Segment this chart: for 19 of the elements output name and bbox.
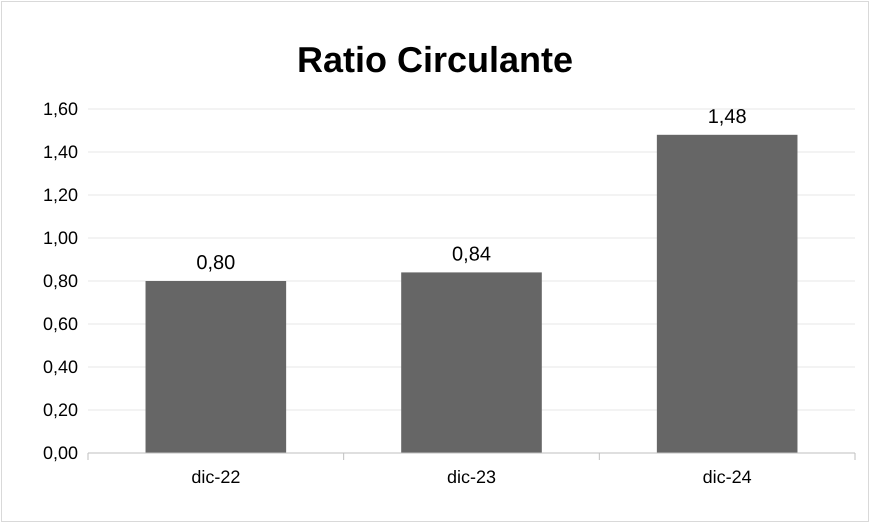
data-label: 0,80 <box>196 252 236 274</box>
bar <box>401 272 542 453</box>
y-tick-label: 1,00 <box>42 228 78 248</box>
y-tick-label: 0,00 <box>42 442 78 463</box>
y-tick-label: 0,20 <box>42 400 78 420</box>
chart-title: Ratio Circulante <box>296 39 574 80</box>
x-tick-label: dic-24 <box>702 467 752 487</box>
bar <box>656 134 798 453</box>
y-tick-label: 1,20 <box>42 184 78 205</box>
y-tick-label: 1,60 <box>42 98 78 119</box>
data-label: 0,84 <box>452 243 491 266</box>
y-tick-label: 1,40 <box>42 142 78 162</box>
data-label: 1,48 <box>708 106 747 128</box>
y-tick-label: 0,80 <box>42 270 78 291</box>
y-tick-label: 0,60 <box>42 314 78 334</box>
y-tick-label: 0,40 <box>42 356 78 377</box>
x-tick-label: dic-22 <box>191 467 240 487</box>
x-tick-label: dic-23 <box>446 467 496 487</box>
bar <box>146 281 286 453</box>
